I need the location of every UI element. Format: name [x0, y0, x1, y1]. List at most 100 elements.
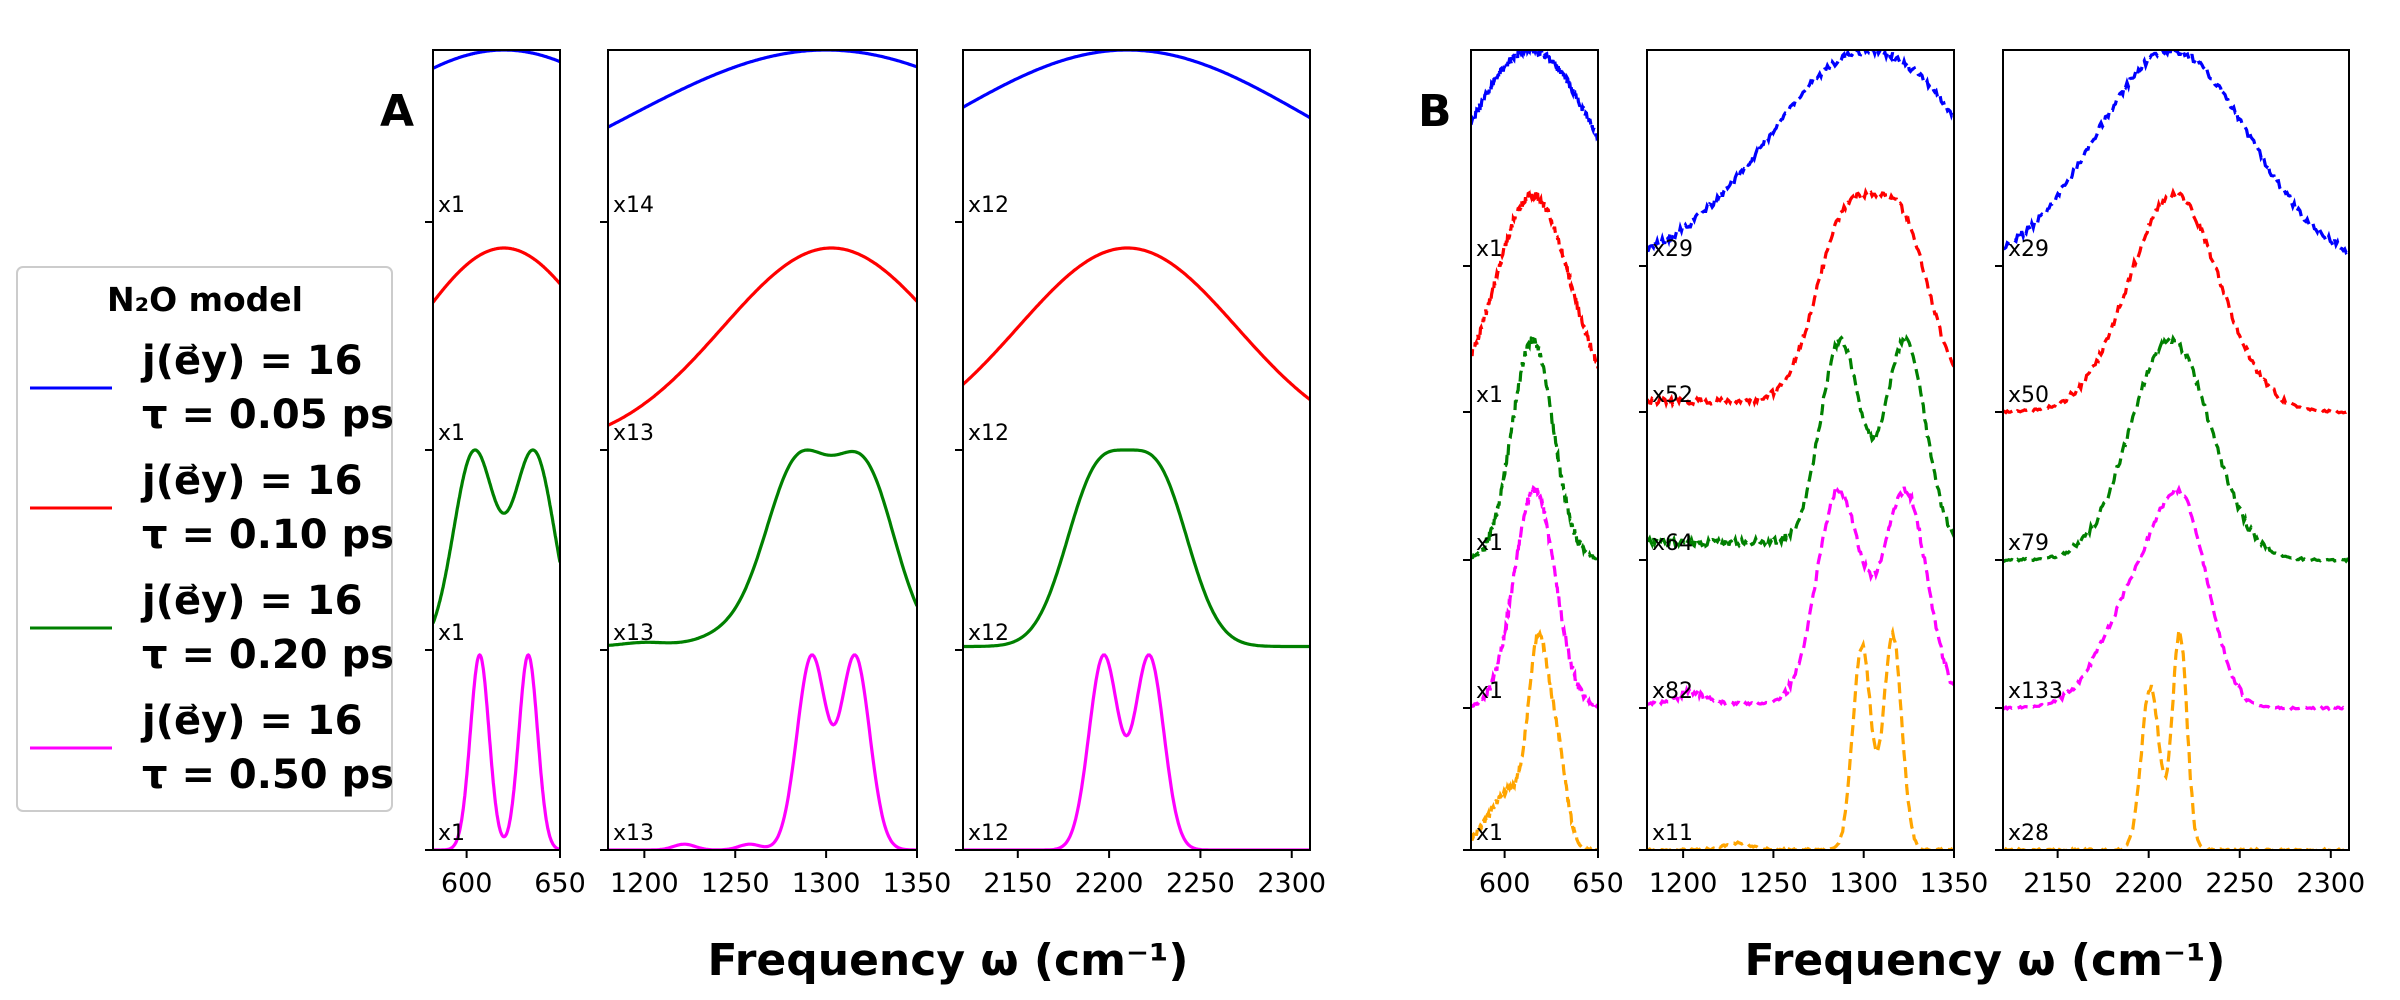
- legend-entry-3-line2: τ = 0.50 ps: [142, 752, 394, 798]
- legend-entry-0-line2: τ = 0.05 ps: [142, 392, 394, 438]
- legend-entry-3-line1: j(e⃗y) = 16: [140, 698, 363, 744]
- x-tick-label-A2-2: 1300: [792, 868, 861, 899]
- series-line-B1-1: [1471, 189, 1598, 369]
- series-line-A1-3: [433, 653, 560, 850]
- series-line-B2-1: [1647, 186, 1954, 409]
- series-line-B3-0: [2003, 50, 2349, 256]
- scale-label-B2-3: x82: [1652, 679, 1693, 704]
- scale-label-A2-1: x13: [613, 421, 654, 446]
- scale-label-B2-2: x64: [1652, 531, 1693, 556]
- series-line-A2-1: [608, 246, 917, 427]
- series-line-B2-0: [1647, 50, 1954, 253]
- legend-title: N₂O model: [107, 280, 303, 319]
- xaxis-label-B: Frequency ω (cm⁻¹): [1744, 935, 2225, 986]
- scale-label-A3-3: x12: [968, 821, 1009, 846]
- scale-label-A3-0: x12: [968, 193, 1009, 218]
- legend-entry-2-line1: j(e⃗y) = 16: [140, 578, 363, 624]
- x-tick-label-A3-0: 2150: [983, 868, 1052, 899]
- subplot-A2: x14 x13 x13 x13 1200 1250 1300 1350: [600, 49, 952, 899]
- scale-label-B1-3: x1: [1476, 679, 1503, 704]
- legend-entry-0-line1: j(e⃗y) = 16: [140, 338, 363, 384]
- x-tick-label-B2-2: 1300: [1829, 868, 1898, 899]
- series-line-A1-2: [433, 448, 560, 624]
- legend-entry-1-line1: j(e⃗y) = 16: [140, 458, 363, 504]
- x-tick-label-B3-3: 2300: [2296, 868, 2365, 899]
- x-tick-label-A1-0: 600: [441, 868, 493, 899]
- legend-entry-2-line2: τ = 0.20 ps: [142, 632, 394, 678]
- series-line-B1-0: [1471, 50, 1598, 142]
- x-tick-label-A2-0: 1200: [610, 868, 679, 899]
- series-line-A3-3: [963, 653, 1310, 850]
- series-line-A3-2: [963, 448, 1310, 649]
- scale-label-A1-0: x1: [438, 193, 465, 218]
- axes-frame-B3: [2002, 49, 2350, 851]
- panel-letter-B: B: [1418, 86, 1452, 137]
- x-tick-label-B2-1: 1250: [1739, 868, 1808, 899]
- scale-label-B1-0: x1: [1476, 237, 1503, 262]
- scale-label-B3-0: x29: [2008, 237, 2049, 262]
- subplot-A3: x12 x12 x12 x12 2150 2200 2250 2300: [955, 49, 1326, 899]
- subplot-B3: x29 x50 x79 x133 x28 2150 2200 2250 2300: [1995, 49, 2365, 899]
- scale-label-B2-1: x52: [1652, 383, 1693, 408]
- x-tick-label-B1-1: 650: [1572, 868, 1624, 899]
- x-tick-label-B3-2: 2250: [2205, 868, 2274, 899]
- legend: N₂O model j(e⃗y) = 16 τ = 0.05 ps j(e⃗y)…: [16, 266, 394, 812]
- x-tick-label-A3-3: 2300: [1257, 868, 1326, 899]
- x-tick-label-A2-3: 1350: [883, 868, 952, 899]
- series-line-B1-4: [1471, 628, 1598, 850]
- axes-frame-A1: [432, 49, 561, 851]
- x-tick-label-B3-0: 2150: [2023, 868, 2092, 899]
- series-line-A2-0: [608, 50, 917, 129]
- axes-frame-B2: [1646, 49, 1955, 851]
- scale-label-A3-1: x12: [968, 421, 1009, 446]
- legend-entry-1-line2: τ = 0.10 ps: [142, 512, 394, 558]
- plot-panels: x1 x1 x1 x1 600 650 x14 x13 x13 x13 1200 1250 1300 13…: [425, 49, 2365, 899]
- scale-label-A2-2: x13: [613, 621, 654, 646]
- series-line-B3-1: [2003, 187, 2349, 415]
- scale-label-B2-0: x29: [1652, 237, 1693, 262]
- x-tick-label-A3-2: 2250: [1166, 868, 1235, 899]
- x-tick-label-A3-1: 2200: [1075, 868, 1144, 899]
- x-tick-label-B3-1: 2200: [2114, 868, 2183, 899]
- subplot-A1: x1 x1 x1 x1 600 650: [425, 49, 586, 899]
- legend-box: [16, 266, 393, 812]
- series-line-B3-3: [2003, 484, 2349, 712]
- scale-label-A1-2: x1: [438, 621, 465, 646]
- scale-label-B3-2: x79: [2008, 531, 2049, 556]
- scale-label-B1-1: x1: [1476, 383, 1503, 408]
- scale-label-B1-4: x1: [1476, 821, 1503, 846]
- x-tick-label-B1-0: 600: [1479, 868, 1531, 899]
- scale-label-A1-1: x1: [438, 421, 465, 446]
- x-tick-label-B2-3: 1350: [1920, 868, 1989, 899]
- x-tick-label-A2-1: 1250: [701, 868, 770, 899]
- series-line-A1-0: [433, 50, 560, 70]
- series-line-A3-1: [963, 246, 1310, 401]
- scale-label-B3-3: x133: [2008, 679, 2063, 704]
- series-line-B3-2: [2003, 334, 2349, 564]
- series-line-B1-3: [1471, 481, 1598, 711]
- scale-label-A3-2: x12: [968, 621, 1009, 646]
- subplot-B2: x29 x52 x64 x82 x11 1200 1250 1300 1350: [1639, 49, 1989, 899]
- series-line-B2-4: [1647, 625, 1954, 850]
- series-line-B2-3: [1647, 486, 1954, 708]
- scale-label-B2-4: x11: [1652, 821, 1693, 846]
- scale-label-A1-3: x1: [438, 821, 465, 846]
- axes-frame-B1: [1470, 49, 1599, 851]
- series-line-B2-2: [1647, 333, 1954, 552]
- x-tick-label-B2-0: 1200: [1649, 868, 1718, 899]
- scale-label-B3-4: x28: [2008, 821, 2049, 846]
- scale-label-B1-2: x1: [1476, 531, 1503, 556]
- series-line-A2-3: [608, 653, 917, 850]
- series-line-A3-0: [963, 50, 1310, 120]
- xaxis-label-A: Frequency ω (cm⁻¹): [707, 935, 1188, 986]
- panel-letter-A: A: [380, 86, 414, 137]
- subplot-B1: x1 x1 x1 x1 x1 600 650: [1463, 49, 1624, 899]
- x-tick-label-A1-1: 650: [534, 868, 586, 899]
- scale-label-A2-3: x13: [613, 821, 654, 846]
- series-line-A1-1: [433, 246, 560, 304]
- series-line-B3-4: [2003, 629, 2349, 850]
- scale-label-B3-1: x50: [2008, 383, 2049, 408]
- series-line-A2-2: [608, 448, 917, 647]
- scale-label-A2-0: x14: [613, 193, 654, 218]
